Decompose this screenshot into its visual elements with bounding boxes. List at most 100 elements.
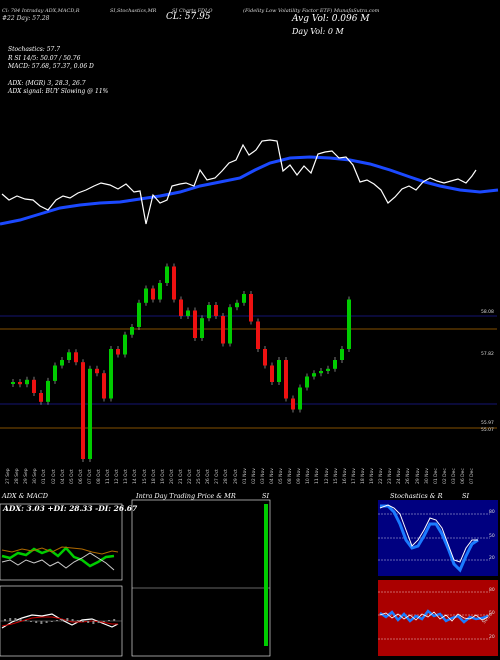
price-level-label-1: 58.08 — [481, 310, 494, 315]
candle-down — [270, 365, 274, 382]
x-axis-date-label: 08 Oct — [97, 469, 102, 484]
price-level-label-2: 57.82 — [481, 352, 494, 357]
macd-histogram-bar — [9, 618, 12, 621]
price-level-label-4: 55.07 — [481, 428, 494, 433]
macd-histogram-bar — [113, 619, 116, 621]
candle-up — [144, 288, 148, 303]
rsi-tick-50: 50 — [489, 611, 495, 616]
x-axis-date-label: 22 Oct — [188, 469, 193, 484]
macd-value: MACD: 57.68, 57.37, 0.06 D — [8, 63, 94, 70]
header-line-1-a: Cl: 784 Intraday ADX,MACD,R — [2, 8, 80, 14]
x-axis-date-label: 06 Oct — [78, 469, 84, 484]
candle-up — [88, 368, 92, 459]
candle-down — [193, 310, 197, 338]
x-axis-date-label: 10 Nov — [306, 468, 312, 484]
x-axis-date-label: 02 Nov — [251, 468, 257, 484]
candles-group — [11, 263, 351, 462]
candle-up — [319, 371, 323, 374]
moving-average-line — [0, 155, 499, 226]
macd-histogram-bar — [82, 621, 84, 622]
x-axis-date-label: 02 Dec — [442, 468, 448, 484]
candle-up — [242, 294, 246, 303]
x-axis-date-label: 27 Sep — [6, 468, 11, 484]
x-axis-date-label: 08 Nov — [288, 468, 294, 484]
adx-value: ADX: (MGR) 3, 28.3, 26.7 — [8, 80, 86, 87]
x-axis-date-label: 02 Oct — [51, 469, 57, 484]
macd-histogram-bar — [66, 618, 69, 621]
candle-down — [18, 382, 22, 385]
x-axis-date-label: 21 Oct — [178, 469, 184, 484]
candle-down — [256, 321, 260, 349]
price-line — [1, 139, 477, 225]
x-axis-date-label: 04 Nov — [269, 468, 275, 484]
candle-down — [39, 393, 43, 402]
stochastics-value: Stochastics: 57.7 — [8, 46, 61, 53]
x-axis-date-label: 28 Sep — [15, 468, 21, 484]
macd-histogram-bar — [108, 620, 110, 621]
candle-up — [312, 373, 316, 377]
x-axis-date-label: 26 Nov — [406, 468, 412, 484]
candle-up — [60, 360, 64, 366]
candle-down — [32, 379, 36, 393]
price-level-label-3: 55.97 — [481, 421, 494, 426]
macd-histogram-bar — [76, 620, 79, 621]
x-axis-date-label: 17 Nov — [351, 468, 357, 484]
macd-histogram-bar — [50, 621, 53, 622]
x-axis-date-label: 18 Oct — [151, 469, 157, 484]
macd-histogram-bar — [24, 620, 27, 621]
header-line-1-d: (Fidelity Low Volatility Factor ETF) Mun… — [243, 8, 380, 14]
x-axis-date-label: 29 Oct — [233, 469, 239, 484]
candle-up — [165, 266, 169, 283]
candle-up — [333, 360, 337, 369]
candle-down — [81, 362, 85, 459]
macd-histogram-bar — [56, 620, 58, 621]
x-axis-date-label: 29 Sep — [24, 468, 30, 484]
header-line-2: #22 Day: 57.28 — [2, 15, 50, 22]
candle-down — [263, 349, 267, 366]
candle-up — [200, 318, 204, 338]
x-axis-date-label: 11 Oct — [106, 469, 112, 484]
macd-histogram-bar — [92, 621, 95, 624]
rsi-tick-80: 80 — [489, 588, 495, 593]
macd-histogram-bar — [35, 621, 38, 623]
candle-down — [102, 373, 106, 399]
intraday-candle — [264, 504, 268, 646]
macd-histogram-bar — [102, 621, 105, 622]
adx-signal: ADX signal: BUY Slowing @ 11% — [8, 88, 109, 95]
x-axis-date-label: 01 Nov — [242, 468, 248, 484]
x-axis-date-label: 27 Oct — [215, 469, 221, 484]
x-axis-date-label: 11 Nov — [315, 468, 321, 484]
stoch-tick-20: 20 — [489, 556, 495, 561]
candle-up — [109, 349, 113, 399]
x-axis-date-label: 03 Nov — [260, 468, 266, 484]
x-axis-date-label: 29 Nov — [415, 468, 421, 484]
stoch-d-line — [379, 504, 478, 563]
adx-macd-title: ADX & MACD — [2, 492, 48, 500]
x-axis-date-label: 12 Nov — [324, 468, 330, 484]
candle-down — [172, 266, 176, 300]
candle-up — [137, 302, 141, 327]
stoch-k-line — [380, 504, 479, 573]
candle-up — [347, 299, 351, 349]
x-axis-date-label: 13 Oct — [124, 469, 130, 484]
candle-up — [11, 382, 15, 384]
x-axis-date-label: 03 Dec — [451, 468, 457, 484]
candle-up — [158, 283, 162, 300]
candle-up — [340, 349, 344, 360]
candle-up — [277, 360, 281, 382]
candle-up — [235, 302, 239, 308]
macd-histogram-bar — [14, 618, 17, 621]
rsi-line-blue — [379, 609, 489, 624]
candle-up — [207, 305, 211, 319]
x-axis-date-label: 30 Sep — [33, 468, 39, 484]
candle-down — [179, 299, 183, 316]
x-axis-date-label: 04 Oct — [60, 469, 66, 484]
candle-up — [326, 368, 330, 371]
x-axis-date-label: 15 Oct — [142, 469, 148, 484]
x-axis-date-label: 18 Nov — [360, 468, 366, 484]
rsi-tick-20: 20 — [489, 635, 495, 640]
x-axis-date-label: 25 Oct — [197, 469, 203, 484]
stoch-tick-80: 80 — [489, 510, 495, 515]
macd-histogram-bar — [19, 619, 22, 621]
